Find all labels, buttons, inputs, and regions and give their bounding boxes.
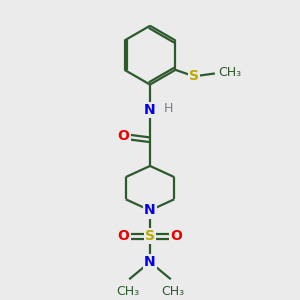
Text: S: S	[189, 69, 199, 83]
Text: H: H	[164, 102, 173, 116]
Text: CH₃: CH₃	[116, 285, 139, 298]
Text: CH₃: CH₃	[218, 66, 241, 79]
Text: CH₃: CH₃	[161, 285, 184, 298]
Text: S: S	[145, 229, 155, 243]
Text: N: N	[144, 255, 156, 269]
Text: O: O	[118, 229, 129, 243]
Text: O: O	[118, 129, 129, 143]
Text: N: N	[144, 203, 156, 218]
Text: N: N	[144, 103, 156, 117]
Text: O: O	[171, 229, 182, 243]
